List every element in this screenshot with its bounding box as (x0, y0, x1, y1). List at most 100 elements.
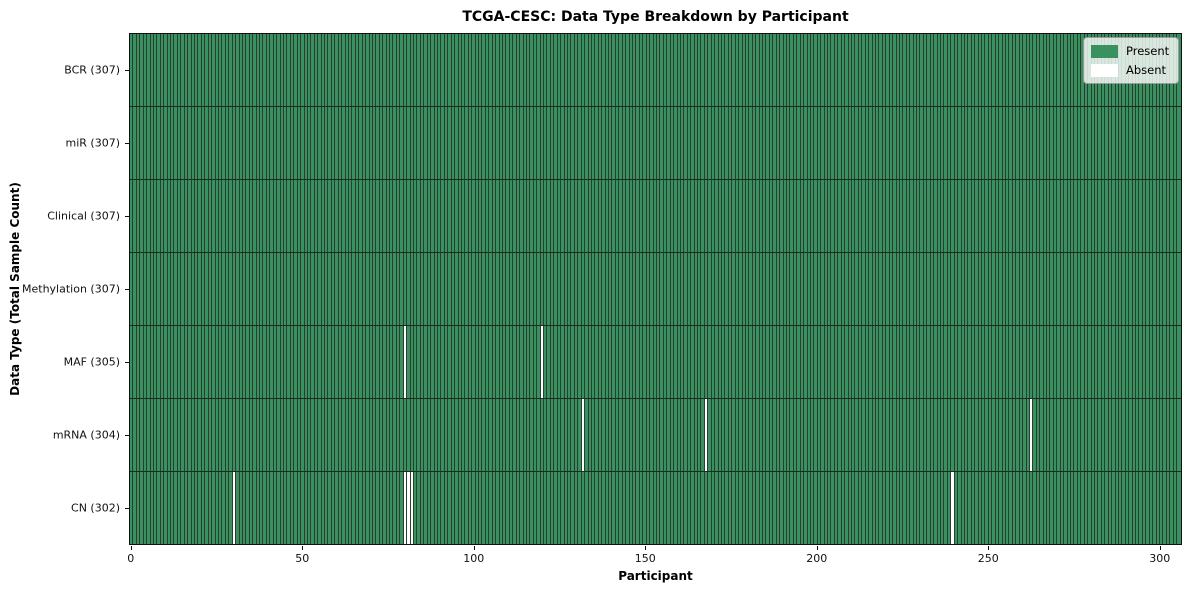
cell-present (971, 180, 976, 252)
cell-present (482, 399, 486, 471)
cell-present (441, 180, 445, 252)
cell-present (585, 180, 589, 252)
cell-present (947, 399, 952, 471)
cell-present (342, 180, 346, 252)
cell-present (283, 107, 288, 179)
cell-present (687, 34, 692, 106)
cell-present (492, 180, 497, 252)
cell-present (1115, 107, 1119, 179)
cell-present (232, 107, 237, 179)
cell-present (437, 180, 442, 252)
cell-present (954, 107, 959, 179)
cell-present (297, 472, 302, 544)
cell-present (270, 399, 274, 471)
cell-present (140, 34, 144, 106)
cell-present (153, 180, 158, 252)
cell-present (602, 253, 606, 325)
cell-present (585, 472, 589, 544)
cell-present (1016, 399, 1020, 471)
cell-present (899, 180, 904, 252)
cell-present (992, 472, 996, 544)
cell-present (595, 399, 599, 471)
cell-present (968, 180, 972, 252)
cell-present (468, 253, 473, 325)
cell-present (612, 107, 616, 179)
cell-present (212, 34, 216, 106)
cell-present (338, 326, 343, 398)
cell-present (875, 253, 880, 325)
cell-present (150, 472, 154, 544)
cell-present (1129, 326, 1133, 398)
cell-present (988, 34, 993, 106)
cell-present (708, 180, 712, 252)
cell-present (355, 180, 360, 252)
cell-present (680, 107, 685, 179)
cell-present (540, 34, 545, 106)
cell-present (862, 399, 866, 471)
cell-present (1084, 107, 1089, 179)
cell-present (249, 472, 254, 544)
cell-present (383, 399, 387, 471)
cell-present (472, 472, 476, 544)
cell-present (181, 253, 185, 325)
cell-present (427, 326, 432, 398)
cell-present (783, 399, 787, 471)
cell-present (677, 472, 681, 544)
cell-present (232, 253, 237, 325)
cell-present (718, 253, 722, 325)
cell-present (1149, 326, 1154, 398)
cell-present (797, 107, 801, 179)
cell-present (143, 253, 148, 325)
cell-present (1029, 180, 1034, 252)
cell-present (414, 107, 418, 179)
cell-present (280, 34, 284, 106)
cell-present (277, 326, 281, 398)
cell-present (160, 253, 165, 325)
cell-present (930, 253, 935, 325)
cell-present (390, 253, 394, 325)
cell-present (557, 34, 562, 106)
cell-present (1105, 253, 1109, 325)
cell-present (177, 472, 182, 544)
cell-present (352, 399, 356, 471)
cell-present (147, 399, 151, 471)
cell-present (896, 253, 900, 325)
cell-present (691, 34, 695, 106)
cell-present (568, 326, 572, 398)
cell-present (773, 34, 777, 106)
cell-present (414, 399, 418, 471)
cell-present (304, 326, 308, 398)
cell-present (574, 326, 579, 398)
cell-present (869, 472, 873, 544)
cell-present (516, 472, 521, 544)
cell-present (951, 253, 955, 325)
cell-present (393, 180, 397, 252)
cell-present (485, 253, 490, 325)
cell-present (828, 399, 832, 471)
cell-present (814, 180, 818, 252)
cell-present (136, 253, 141, 325)
cell-present (824, 253, 829, 325)
cell-present (858, 326, 863, 398)
cell-present (674, 180, 678, 252)
cell-present (793, 253, 798, 325)
cell-present (913, 253, 918, 325)
cell-present (133, 180, 137, 252)
cell-present (256, 472, 261, 544)
cell-present (1043, 399, 1048, 471)
cell-present (468, 326, 473, 398)
cell-present (639, 107, 644, 179)
cell-present (1012, 399, 1017, 471)
cell-present (756, 399, 760, 471)
cell-present (485, 180, 490, 252)
cell-present (1026, 34, 1030, 106)
cell-present (947, 107, 952, 179)
cell-absent (407, 472, 411, 544)
cell-present (195, 34, 199, 106)
cell-present (331, 399, 336, 471)
cell-present (855, 472, 859, 544)
cell-present (287, 180, 291, 252)
cell-present (321, 253, 326, 325)
legend-entry-absent: Absent (1091, 63, 1169, 77)
cell-present (441, 472, 445, 544)
